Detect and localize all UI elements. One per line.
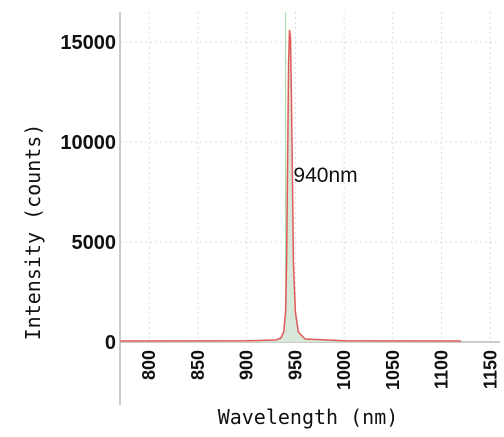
peak-annotation: 940nm (293, 164, 357, 187)
y-tick-label: 15000 (60, 32, 116, 54)
x-tick-label: 850 (188, 350, 208, 380)
peak-fill (120, 30, 461, 342)
y-tick-labels: 0 5000 10000 15000 (60, 32, 116, 354)
x-tick-label: 950 (285, 350, 305, 380)
x-tick-label: 1100 (432, 350, 452, 389)
x-tick-label: 1050 (383, 350, 403, 390)
y-tick-label: 10000 (60, 132, 116, 154)
x-tick-label: 1150 (480, 350, 500, 389)
y-tick-label: 5000 (72, 232, 117, 254)
y-axis-title: Intensity (counts) (21, 124, 45, 341)
series-line (119, 29, 462, 342)
x-tick-labels: 800 850 900 950 1000 1050 1100 1150 (139, 350, 500, 390)
x-tick-label: 1000 (334, 350, 354, 390)
x-tick-label: 800 (139, 350, 159, 380)
y-tick-label: 0 (105, 332, 116, 354)
x-tick-label: 900 (237, 350, 257, 380)
x-axis-title: Wavelength (nm) (218, 405, 399, 429)
